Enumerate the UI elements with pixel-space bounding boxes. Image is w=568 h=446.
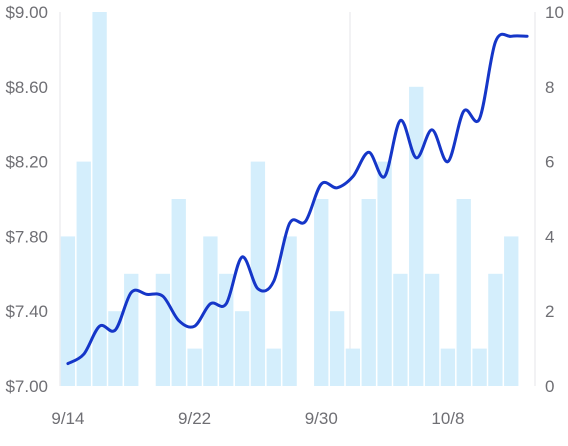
left-axis-tick: $9.00 — [5, 3, 48, 22]
volume-bar — [282, 236, 297, 386]
volume-bar — [314, 199, 329, 386]
volume-bar — [409, 86, 424, 387]
volume-bar — [234, 311, 250, 386]
left-axis-tick: $7.40 — [5, 302, 48, 321]
volume-bar — [504, 236, 519, 386]
vertical-gridlines — [59, 12, 536, 386]
x-axis-ticks: 9/14 9/22 9/30 10/8 — [51, 409, 464, 428]
volume-bar — [440, 348, 456, 386]
volume-bar — [76, 161, 91, 386]
left-axis-tick: $8.20 — [5, 153, 48, 172]
volume-bar — [92, 12, 107, 386]
volume-bar — [345, 348, 361, 386]
volume-bar — [155, 273, 171, 386]
volume-bar — [472, 348, 487, 386]
right-axis-tick: 8 — [545, 78, 554, 97]
right-axis-tick: 0 — [545, 377, 554, 396]
left-axis-tick: $8.60 — [5, 78, 48, 97]
right-axis-tick: 2 — [545, 302, 554, 321]
x-axis-tick: 10/8 — [431, 409, 464, 428]
price-line — [66, 32, 529, 366]
volume-bar — [361, 199, 376, 386]
left-axis-tick: $7.80 — [5, 227, 48, 246]
left-axis-tick: $7.00 — [5, 377, 48, 396]
right-axis-tick: 10 — [545, 3, 564, 22]
volume-bar — [424, 273, 440, 386]
right-axis-tick: 6 — [545, 153, 554, 172]
x-axis-tick: 9/22 — [178, 409, 211, 428]
x-axis-tick: 9/14 — [51, 409, 84, 428]
volume-bar — [60, 236, 76, 386]
volume-bar — [250, 161, 266, 386]
volume-bar — [219, 273, 234, 386]
right-axis-ticks: 0 2 4 6 8 10 — [545, 3, 564, 396]
volume-bar — [203, 236, 218, 386]
x-axis-tick: 9/30 — [305, 409, 338, 428]
volume-bar — [393, 273, 408, 386]
volume-bar — [266, 348, 281, 386]
volume-bar — [456, 199, 471, 386]
volume-bars — [60, 12, 519, 387]
volume-bar — [488, 273, 503, 386]
left-axis-ticks: $7.00 $7.40 $7.80 $8.20 $8.60 $9.00 — [5, 3, 48, 396]
volume-bar — [171, 199, 186, 386]
volume-bar — [329, 311, 345, 386]
volume-bar — [377, 161, 392, 386]
volume-bar — [187, 348, 202, 386]
right-axis-tick: 4 — [545, 227, 554, 246]
